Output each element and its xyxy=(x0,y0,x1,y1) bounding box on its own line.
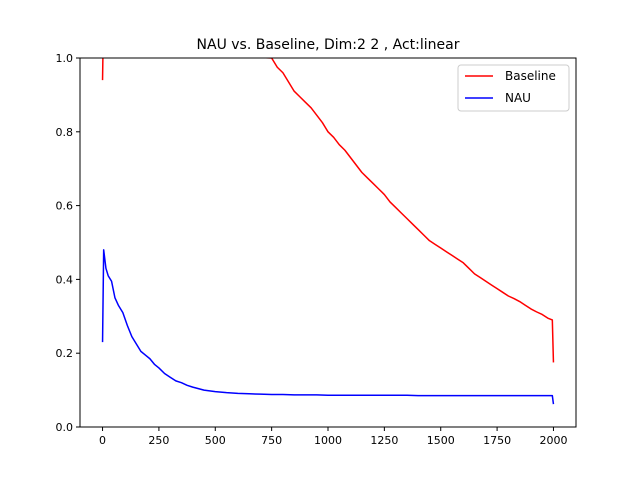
x-tick-label: 1750 xyxy=(483,434,511,447)
legend: Baseline NAU xyxy=(457,64,570,112)
series-line-nau xyxy=(101,249,555,405)
y-tick-label: 0.0 xyxy=(56,421,74,434)
series-line-baseline xyxy=(101,58,555,363)
legend-label-baseline: Baseline xyxy=(505,69,556,83)
y-axis: 0.0 0.2 0.4 0.6 0.8 1.0 xyxy=(56,52,80,434)
y-tick-label: 0.4 xyxy=(56,273,74,286)
chart-title: NAU vs. Baseline, Dim:2 2 , Act:linear xyxy=(197,37,460,53)
x-tick-label: 750 xyxy=(261,434,282,447)
series-layer xyxy=(101,58,555,405)
x-axis: 0 250 500 750 1000 1250 1500 1750 2000 xyxy=(99,427,567,447)
y-tick-label: 1.0 xyxy=(56,52,74,65)
legend-label-nau: NAU xyxy=(505,91,531,105)
x-tick-label: 0 xyxy=(99,434,106,447)
y-tick-label: 0.2 xyxy=(56,347,74,360)
x-tick-label: 2000 xyxy=(539,434,567,447)
x-tick-label: 1000 xyxy=(314,434,342,447)
y-tick-label: 0.6 xyxy=(56,200,74,213)
x-tick-label: 1500 xyxy=(427,434,455,447)
x-tick-label: 250 xyxy=(148,434,169,447)
x-tick-label: 1250 xyxy=(370,434,398,447)
x-tick-label: 500 xyxy=(205,434,226,447)
y-tick-label: 0.8 xyxy=(56,126,74,139)
